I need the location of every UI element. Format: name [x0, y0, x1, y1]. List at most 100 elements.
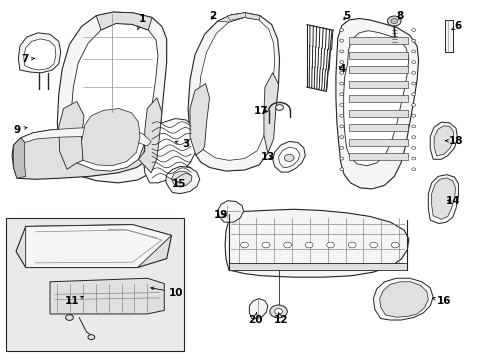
Polygon shape: [71, 23, 158, 171]
Text: 6: 6: [451, 21, 461, 31]
Polygon shape: [81, 109, 140, 166]
Circle shape: [305, 242, 312, 248]
Polygon shape: [348, 153, 407, 160]
Polygon shape: [96, 12, 152, 30]
Text: 12: 12: [273, 312, 287, 325]
Circle shape: [411, 104, 415, 107]
Text: 8: 8: [396, 11, 403, 21]
Text: 5: 5: [342, 11, 349, 21]
Polygon shape: [171, 171, 192, 187]
Polygon shape: [431, 178, 455, 219]
Text: 9: 9: [13, 125, 27, 135]
Circle shape: [274, 309, 282, 314]
Circle shape: [339, 136, 343, 139]
Polygon shape: [12, 127, 152, 179]
Polygon shape: [379, 282, 427, 317]
Polygon shape: [198, 18, 274, 160]
Polygon shape: [143, 118, 198, 183]
Circle shape: [339, 71, 343, 74]
Polygon shape: [272, 141, 305, 172]
Text: 1: 1: [138, 14, 146, 30]
Polygon shape: [224, 209, 408, 277]
Text: 3: 3: [175, 139, 189, 149]
Polygon shape: [348, 95, 407, 102]
Circle shape: [411, 136, 415, 139]
Circle shape: [326, 242, 334, 248]
Polygon shape: [165, 166, 200, 194]
Polygon shape: [348, 110, 407, 117]
Circle shape: [339, 157, 343, 160]
Polygon shape: [190, 84, 209, 155]
Circle shape: [65, 315, 73, 320]
Polygon shape: [50, 278, 164, 314]
Circle shape: [411, 125, 415, 128]
Circle shape: [284, 154, 293, 161]
Polygon shape: [138, 98, 162, 173]
Polygon shape: [59, 102, 84, 169]
Polygon shape: [348, 124, 407, 131]
Circle shape: [339, 125, 343, 128]
Circle shape: [411, 39, 415, 42]
Circle shape: [411, 168, 415, 171]
Circle shape: [262, 242, 269, 248]
Polygon shape: [57, 12, 166, 183]
Polygon shape: [348, 66, 407, 73]
Polygon shape: [249, 298, 267, 319]
Polygon shape: [217, 13, 260, 22]
Circle shape: [339, 114, 343, 117]
Circle shape: [240, 242, 248, 248]
Circle shape: [411, 61, 415, 64]
Circle shape: [411, 82, 415, 85]
Circle shape: [339, 39, 343, 42]
Bar: [6, 217, 183, 351]
Circle shape: [390, 18, 397, 23]
Text: 16: 16: [432, 296, 450, 306]
Polygon shape: [227, 13, 245, 20]
Text: 19: 19: [214, 210, 228, 220]
Text: 4: 4: [337, 64, 345, 74]
Polygon shape: [16, 225, 171, 267]
Circle shape: [411, 71, 415, 74]
Circle shape: [269, 305, 287, 318]
Polygon shape: [335, 18, 418, 189]
Text: 15: 15: [171, 179, 186, 189]
Polygon shape: [343, 31, 408, 166]
Circle shape: [369, 242, 377, 248]
Text: 18: 18: [445, 136, 462, 146]
Text: 14: 14: [446, 197, 460, 206]
Text: 10: 10: [151, 287, 183, 297]
Circle shape: [339, 61, 343, 64]
Text: 2: 2: [209, 11, 216, 21]
Circle shape: [339, 28, 343, 31]
Polygon shape: [433, 126, 453, 156]
Circle shape: [347, 242, 355, 248]
Polygon shape: [264, 73, 278, 153]
Circle shape: [283, 242, 291, 248]
Circle shape: [411, 50, 415, 53]
Circle shape: [411, 93, 415, 96]
Circle shape: [411, 114, 415, 117]
Polygon shape: [14, 138, 26, 178]
Polygon shape: [429, 122, 457, 159]
Text: 20: 20: [247, 312, 262, 325]
Circle shape: [411, 28, 415, 31]
Text: 11: 11: [64, 296, 83, 306]
Polygon shape: [217, 201, 243, 222]
Polygon shape: [348, 139, 407, 146]
Polygon shape: [348, 81, 407, 88]
Circle shape: [339, 50, 343, 53]
Polygon shape: [372, 278, 432, 320]
Polygon shape: [444, 20, 452, 52]
Circle shape: [411, 157, 415, 160]
Polygon shape: [188, 13, 279, 171]
Text: 13: 13: [260, 152, 275, 162]
Polygon shape: [26, 225, 171, 267]
Circle shape: [390, 242, 398, 248]
Circle shape: [339, 147, 343, 149]
Circle shape: [339, 168, 343, 171]
Polygon shape: [427, 175, 458, 224]
Circle shape: [339, 93, 343, 96]
Text: 17: 17: [254, 107, 268, 116]
Polygon shape: [19, 33, 61, 73]
Circle shape: [411, 147, 415, 149]
